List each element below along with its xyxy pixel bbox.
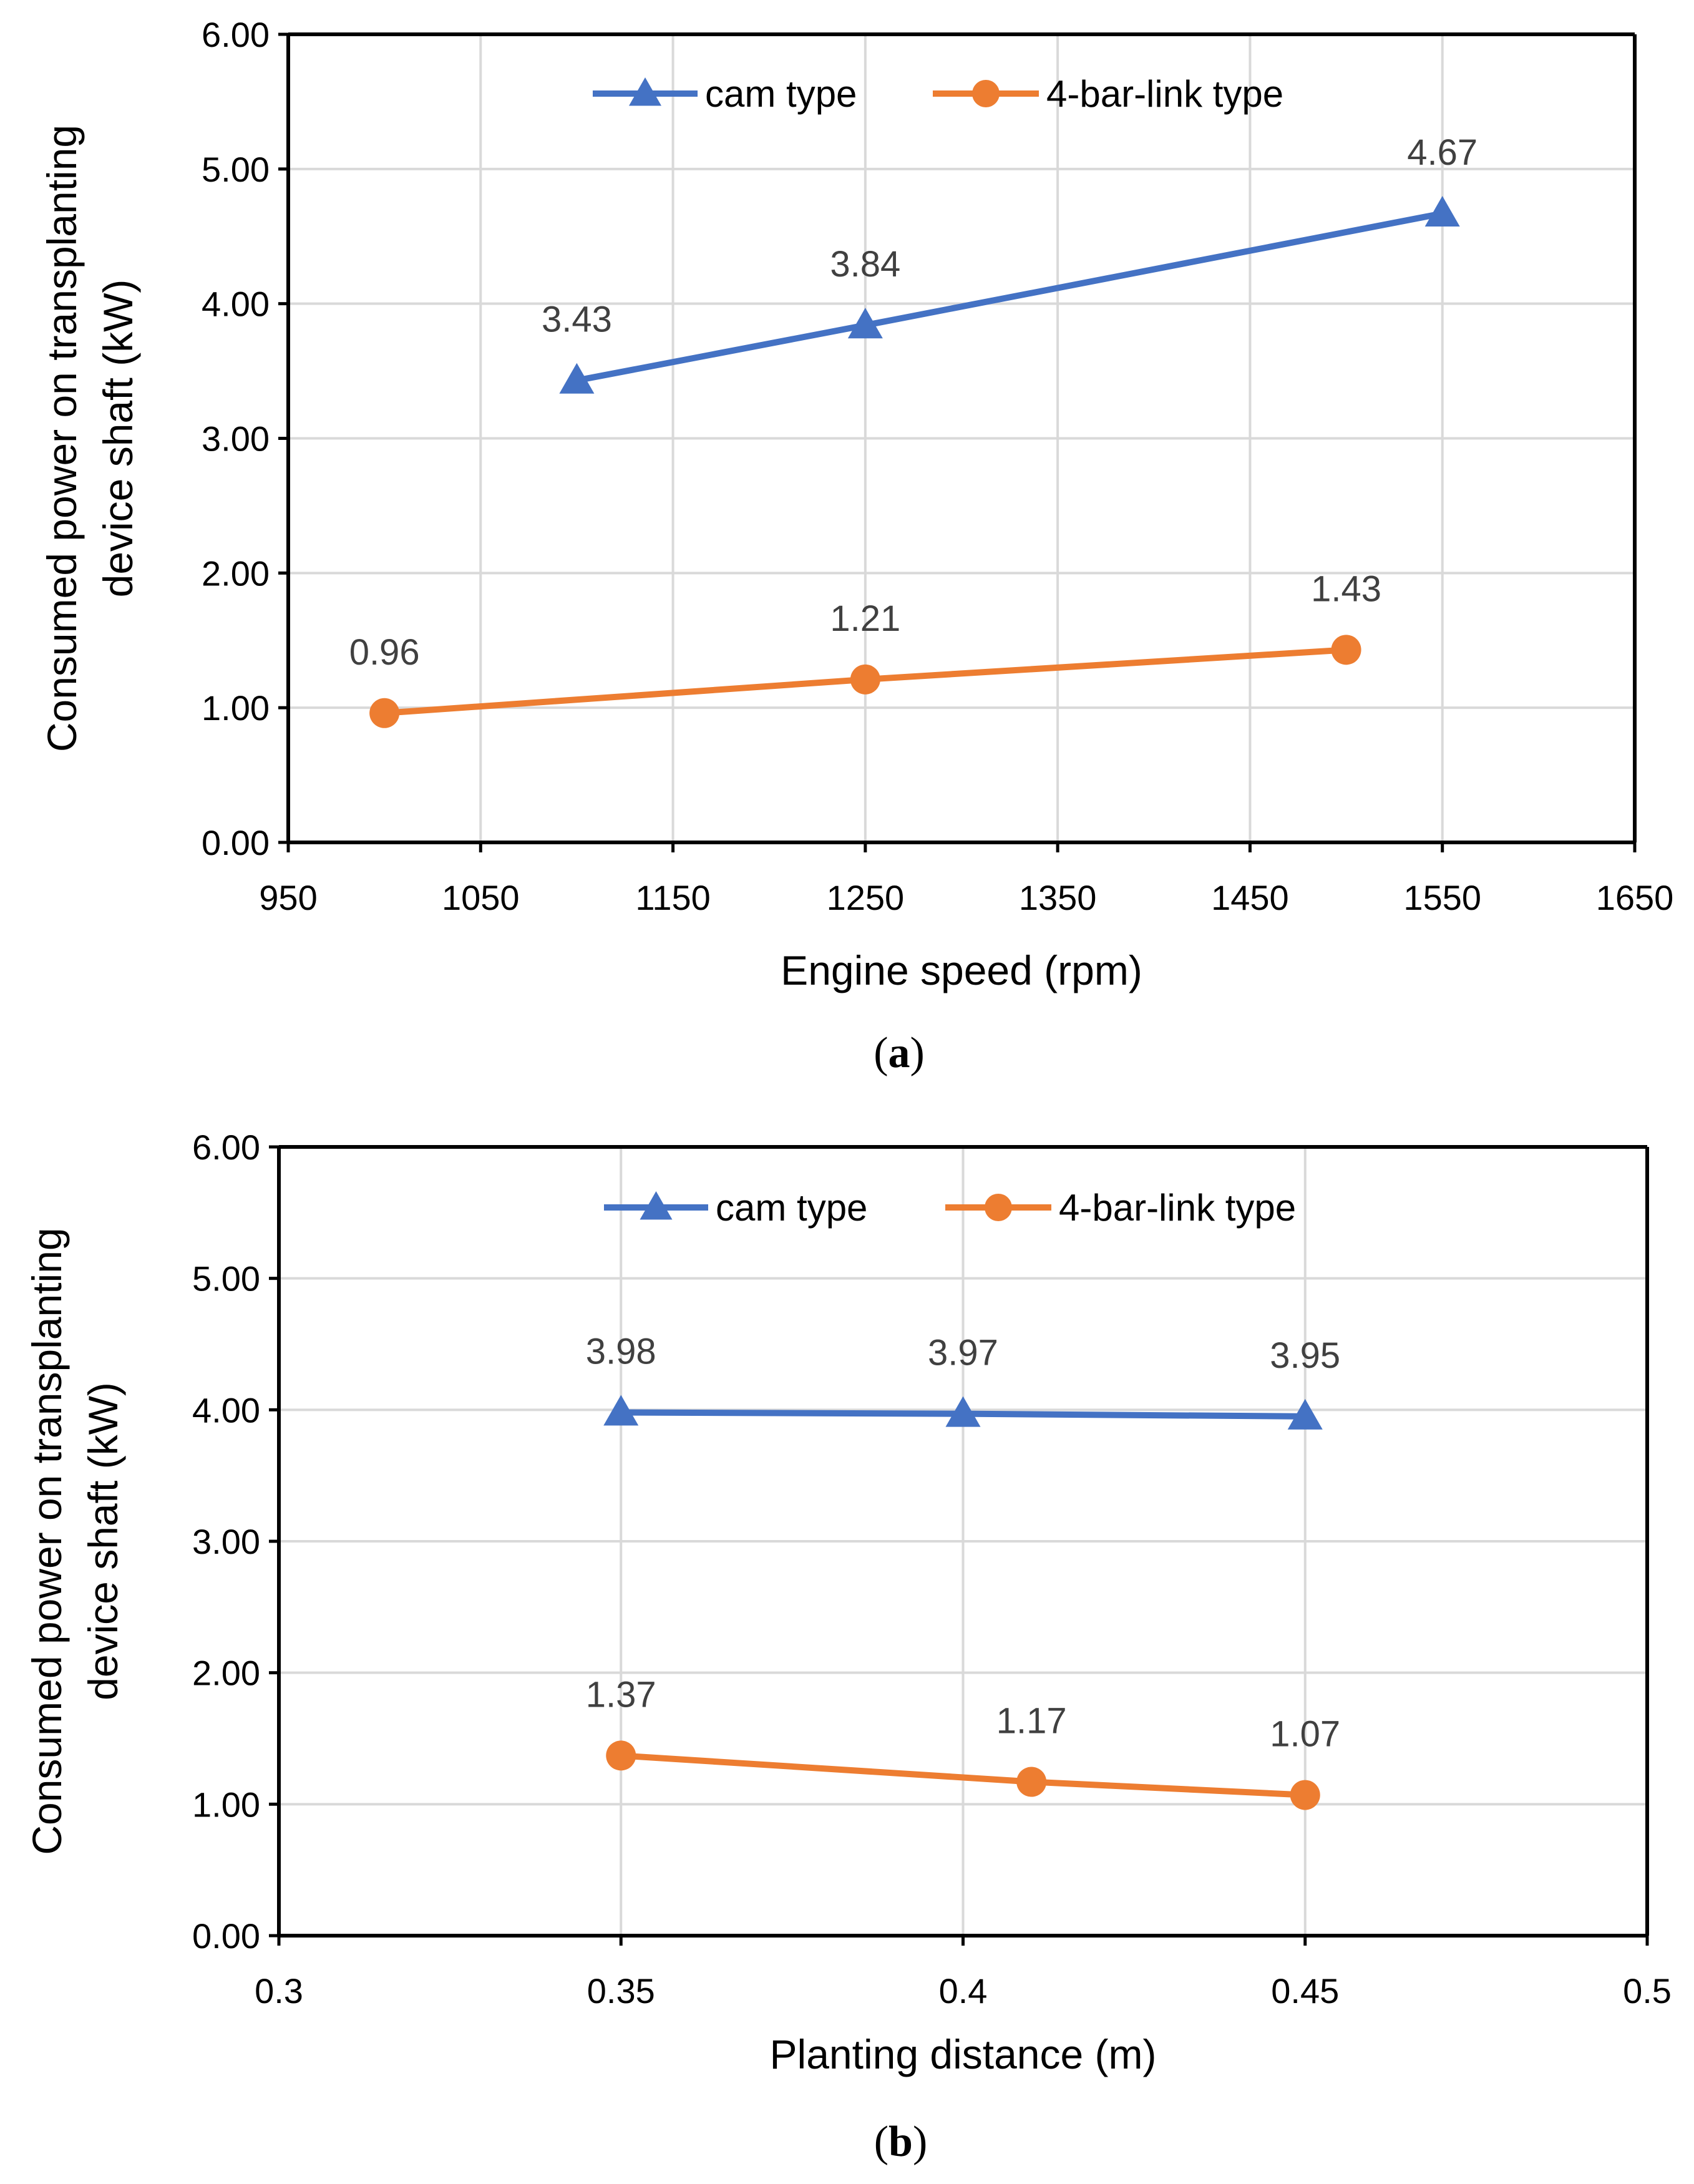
data-point-circle — [369, 698, 400, 728]
legend-marker-circle — [972, 80, 1000, 107]
figure-caption: (a) — [874, 1029, 925, 1077]
data-point-triangle — [559, 363, 595, 394]
y-tick-label: 4.00 — [192, 1390, 260, 1430]
data-point-triangle — [945, 1396, 981, 1427]
data-label: 1.07 — [1270, 1714, 1340, 1755]
chart-panel-a: 0.00 1.00 2.00 3.00 4.00 5.00 6.00 950 1050 1150 1… — [39, 15, 1673, 1077]
y-tick-label: 6.00 — [192, 1128, 260, 1167]
x-axis-title: Engine speed (rpm) — [781, 947, 1142, 993]
y-tick-label: 3.00 — [202, 419, 270, 459]
x-tick-label: 1550 — [1403, 878, 1481, 917]
data-point-circle — [1016, 1767, 1047, 1797]
y-tick-label: 2.00 — [192, 1654, 260, 1693]
data-label: 3.97 — [928, 1333, 998, 1373]
x-tick-label: 1650 — [1596, 878, 1674, 917]
y-tick-label: 2.00 — [202, 553, 270, 593]
x-tick-label: 950 — [259, 878, 317, 917]
y-tick-label: 4.00 — [202, 285, 270, 324]
y-axis-title: device shaft (kW) — [80, 1382, 126, 1700]
data-label: 0.96 — [349, 632, 420, 673]
y-tick-label: 5.00 — [202, 150, 270, 189]
x-tick-label: 0.35 — [587, 1971, 655, 2011]
data-label: 3.95 — [1270, 1335, 1340, 1376]
chart-panel-b: 0.00 1.00 2.00 3.00 4.00 5.00 6.00 0.3 0.35 0.4 0.… — [24, 1128, 1672, 2166]
data-point-triangle — [1287, 1398, 1323, 1430]
data-label: 3.98 — [586, 1332, 656, 1372]
y-tick-label: 6.00 — [202, 15, 270, 54]
data-point-circle — [606, 1740, 636, 1771]
x-tick-label: 1250 — [827, 878, 905, 917]
y-tick-label: 1.00 — [202, 688, 270, 728]
data-point-triangle — [1424, 196, 1460, 227]
legend-marker-circle — [985, 1194, 1012, 1221]
data-label: 3.43 — [542, 300, 612, 340]
data-label: 1.37 — [586, 1674, 656, 1715]
legend-label: cam type — [716, 1187, 867, 1229]
figure-caption: (b) — [874, 2118, 928, 2166]
x-tick-label: 0.45 — [1271, 1971, 1339, 2011]
y-tick-label: 0.00 — [202, 823, 270, 862]
data-label: 1.43 — [1311, 568, 1381, 609]
legend-label: cam type — [705, 73, 857, 115]
x-tick-label: 0.4 — [939, 1971, 988, 2011]
legend-marker-triangle — [629, 77, 661, 106]
y-tick-label: 1.00 — [192, 1785, 260, 1824]
series-line-cam-type — [576, 210, 1443, 384]
y-tick-label: 0.00 — [192, 1916, 260, 1956]
y-tick-label: 5.00 — [192, 1259, 260, 1299]
data-point-triangle — [847, 308, 883, 339]
caption-letter: b — [888, 2118, 913, 2166]
data-point-triangle — [603, 1395, 639, 1426]
data-point-circle — [850, 664, 880, 695]
x-axis-title: Planting distance (m) — [770, 2031, 1157, 2077]
legend-label: 4-bar-link type — [1059, 1187, 1296, 1229]
x-tick-label: 0.5 — [1623, 1971, 1672, 2011]
x-tick-label: 1450 — [1211, 878, 1289, 917]
x-tick-label: 1150 — [635, 878, 710, 917]
legend-marker-triangle — [640, 1191, 673, 1220]
y-axis-title: device shaft (kW) — [95, 280, 141, 598]
y-axis-title: Consumed power on transplanting — [39, 125, 85, 752]
legend-label: 4-bar-link type — [1046, 73, 1283, 115]
data-point-circle — [1331, 635, 1361, 665]
x-tick-label: 1050 — [442, 878, 520, 917]
x-tick-label: 0.3 — [255, 1971, 303, 2011]
y-tick-label: 3.00 — [192, 1522, 260, 1561]
y-axis-title: Consumed power on transplanting — [24, 1227, 70, 1855]
caption-letter: a — [888, 1029, 910, 1077]
data-label: 1.17 — [996, 1701, 1067, 1742]
data-label: 4.67 — [1407, 132, 1477, 173]
data-point-circle — [1290, 1780, 1320, 1810]
x-tick-label: 1350 — [1019, 878, 1097, 917]
data-label: 3.84 — [830, 244, 900, 285]
data-label: 1.21 — [830, 598, 900, 639]
